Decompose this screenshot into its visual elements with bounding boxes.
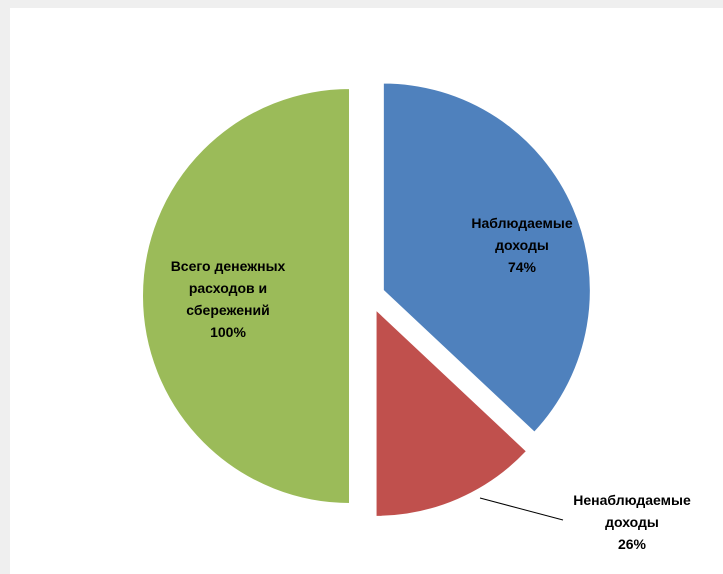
slice-label-line: Наблюдаемые <box>471 215 572 231</box>
slice-label-line: 74% <box>508 259 537 275</box>
slice-label-line: Ненаблюдаемые <box>573 492 691 508</box>
labels-layer: Наблюдаемые доходы 74% Ненаблюдаемые доходы 2… <box>171 215 691 552</box>
slice-unobserved-income <box>374 306 529 518</box>
chart-area: Наблюдаемые доходы 74% Ненаблюдаемые доходы 2… <box>10 8 723 574</box>
slice-label-line: 100% <box>210 324 246 340</box>
slice-label-line: сбережений <box>186 302 269 318</box>
slice-label-line: доходы <box>495 237 549 253</box>
slice-label-line: Всего денежных <box>171 258 286 274</box>
pie-chart: Наблюдаемые доходы 74% Ненаблюдаемые доходы 2… <box>141 81 691 552</box>
label-unobserved-income: Ненаблюдаемые доходы 26% <box>573 492 691 552</box>
slice-total-spending <box>141 86 351 506</box>
leader-line <box>479 497 564 521</box>
slice-label-line: доходы <box>605 514 659 530</box>
slice-label-line: расходов и <box>189 280 267 296</box>
slice-label-line: 26% <box>618 536 647 552</box>
slice-observed-income <box>381 81 592 435</box>
label-observed-income: Наблюдаемые доходы 74% <box>471 215 572 275</box>
label-total-spending: Всего денежных расходов и сбережений 100% <box>171 258 286 340</box>
slices-layer <box>141 81 592 518</box>
